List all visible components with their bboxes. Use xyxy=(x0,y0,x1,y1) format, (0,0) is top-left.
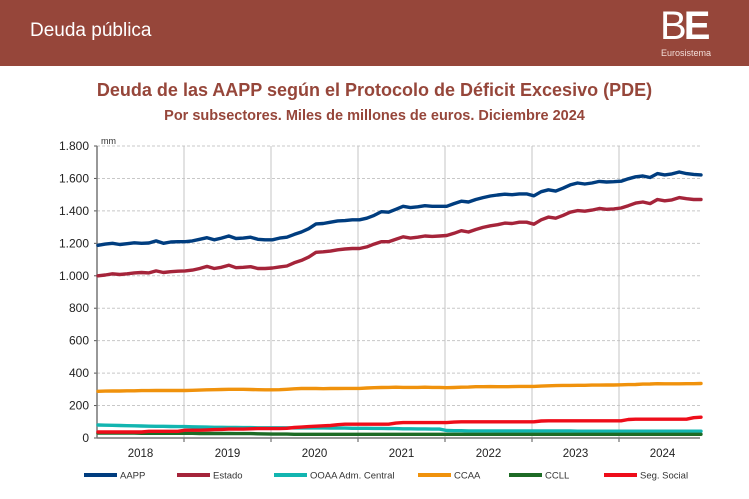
legend-label-seg-social: Seg. Social xyxy=(640,471,688,482)
banco-de-espana-logo: BE Eurosistema xyxy=(660,6,740,62)
y-tick-label: 1.600 xyxy=(59,171,89,185)
legend-label-aapp: AAPP xyxy=(120,471,145,482)
series-line-aapp xyxy=(96,170,703,248)
logo-letter-e: E xyxy=(683,4,711,48)
y-tick-label: 1.200 xyxy=(59,236,89,250)
unit-label: mm xyxy=(101,136,116,146)
y-tick-label: 1.400 xyxy=(59,204,89,218)
y-axis: 0 200 400 600 800 1.000 1.200 1.400 1.600 1.800 xyxy=(59,139,98,445)
legend-label-ooaa-adm-central: OOAA Adm. Central xyxy=(310,471,394,482)
x-tick-label: 2019 xyxy=(215,448,241,460)
x-tick-label: 2018 xyxy=(128,448,154,460)
series-line-estado xyxy=(96,195,703,278)
y-tick-label: 200 xyxy=(69,399,89,413)
x-tick-label: 2020 xyxy=(302,448,328,460)
y-tick-label: 1.800 xyxy=(59,139,89,153)
legend-label-ccaa: CCAA xyxy=(454,471,481,482)
series-line-seg-social xyxy=(96,415,703,434)
logo-mark: BE xyxy=(660,4,711,48)
legend: AAPP Estado OOAA Adm. Central CCAA CCLL Seg. … xyxy=(84,471,688,482)
x-tick-label: 2021 xyxy=(389,448,415,460)
logo-subtitle: Eurosistema xyxy=(661,48,712,58)
x-tick-label: 2023 xyxy=(563,448,589,460)
legend-swatch-estado xyxy=(177,473,210,477)
logo-letter-b: B xyxy=(660,4,687,48)
chart-title: Deuda de las AAPP según el Protocolo de … xyxy=(96,80,653,100)
legend-swatch-aapp xyxy=(84,473,117,477)
y-tick-label: 400 xyxy=(69,366,89,380)
y-tick-label: 800 xyxy=(69,301,89,315)
legend-label-estado: Estado xyxy=(213,471,243,482)
grid xyxy=(97,145,700,438)
x-tick-label: 2022 xyxy=(476,448,502,460)
series-lines xyxy=(96,170,703,436)
section-title: Deuda pública xyxy=(30,20,152,41)
legend-swatch-ccaa xyxy=(418,473,451,477)
legend-label-ccll: CCLL xyxy=(545,471,569,482)
legend-swatch-seg-social xyxy=(604,473,637,477)
series-line-ccll xyxy=(96,431,703,436)
legend-swatch-ooaa-adm-central xyxy=(274,473,307,477)
series-line-ooaa-adm-central xyxy=(96,423,703,433)
x-tick-label: 2024 xyxy=(650,448,676,460)
legend-swatch-ccll xyxy=(509,473,542,477)
series-line-ccaa xyxy=(96,381,703,393)
header-bar: Deuda pública BE Eurosistema xyxy=(0,0,749,66)
y-tick-label: 0 xyxy=(82,431,89,445)
y-tick-label: 600 xyxy=(69,334,89,348)
chart-subtitle: Por subsectores. Miles de millones de eu… xyxy=(164,108,585,124)
x-axis: 2018 2019 2020 2021 2022 2023 2024 xyxy=(97,437,700,460)
y-tick-label: 1.000 xyxy=(59,269,89,283)
